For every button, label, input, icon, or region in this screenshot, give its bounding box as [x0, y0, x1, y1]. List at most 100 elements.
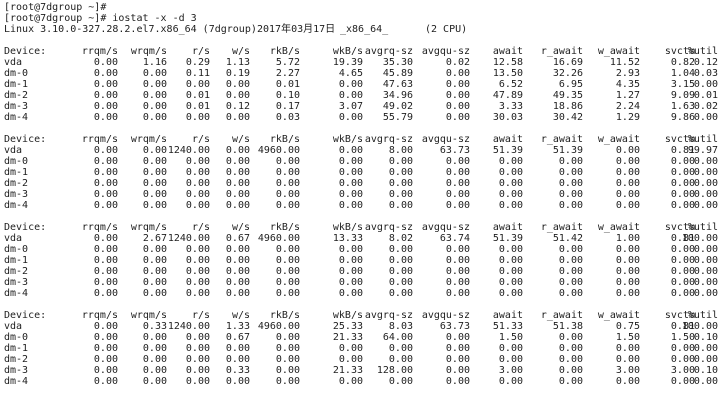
column-header: avgrq-sz: [365, 46, 413, 57]
cell: 0.00: [94, 255, 118, 266]
cell: 9.86: [671, 112, 695, 123]
cell: vda: [4, 321, 22, 332]
cell: 0.00: [339, 244, 363, 255]
cell: 0.00: [186, 79, 210, 90]
cell: 0.00: [143, 90, 167, 101]
sysinfo: (2 CPU): [425, 24, 467, 35]
column-header: svctm: [665, 310, 695, 321]
cell: 0.75: [616, 321, 640, 332]
column-header: w/s: [232, 310, 250, 321]
cell: 0.00: [389, 244, 413, 255]
column-header: %util: [688, 222, 718, 233]
cell: 0.00: [143, 332, 167, 343]
cell: 4960.00: [258, 233, 300, 244]
column-header: rrqm/s: [82, 46, 118, 57]
cell: 0.00: [559, 167, 583, 178]
cell: 0.00: [671, 376, 695, 387]
cell: 0.00: [186, 178, 210, 189]
cell: dm-4: [4, 200, 28, 211]
cell: 2.27: [276, 68, 300, 79]
column-header: wrqm/s: [131, 134, 167, 145]
cell: 0.00: [446, 68, 470, 79]
cell: 1.16: [143, 57, 167, 68]
cell: 0.03: [694, 68, 718, 79]
cell: 0.00: [446, 79, 470, 90]
cell: 3.00: [499, 365, 523, 376]
cell: 0.00: [226, 244, 250, 255]
cell: 0.00: [616, 189, 640, 200]
cell: 4.65: [339, 68, 363, 79]
cell: 0.00: [186, 266, 210, 277]
cell: dm-1: [4, 167, 28, 178]
cell: 0.00: [446, 178, 470, 189]
column-header: w/s: [232, 134, 250, 145]
cell: 0.17: [276, 101, 300, 112]
cell: 0.00: [94, 57, 118, 68]
cell: 1.50: [499, 332, 523, 343]
cell: 0.00: [339, 112, 363, 123]
cell: dm-1: [4, 343, 28, 354]
column-header: svctm: [665, 134, 695, 145]
cell: 1.13: [226, 57, 250, 68]
cell: 0.00: [276, 200, 300, 211]
cell: 0.00: [446, 156, 470, 167]
column-header: %util: [688, 46, 718, 57]
cell: 6.52: [499, 79, 523, 90]
cell: 0.00: [446, 112, 470, 123]
cell: 0.00: [186, 332, 210, 343]
cell: 0.10: [694, 365, 718, 376]
cell: 0.00: [694, 376, 718, 387]
cell: 0.10: [694, 332, 718, 343]
cell: 0.81: [671, 321, 695, 332]
cell: 0.00: [143, 189, 167, 200]
cell: dm-4: [4, 112, 28, 123]
cell: 0.00: [616, 354, 640, 365]
cell: 0.00: [389, 255, 413, 266]
cell: 1.29: [616, 112, 640, 123]
column-header: rkB/s: [270, 46, 300, 57]
sysinfo: 2017年03月17日: [257, 22, 335, 35]
cell: 0.00: [226, 189, 250, 200]
cell: 51.33: [493, 321, 523, 332]
cell: 2.67: [143, 233, 167, 244]
cell: 51.39: [493, 233, 523, 244]
cell: 0.00: [186, 255, 210, 266]
cell: 0.00: [559, 178, 583, 189]
cell: 0.00: [226, 343, 250, 354]
cell: 0.00: [559, 244, 583, 255]
cell: 0.00: [499, 354, 523, 365]
cell: 0.00: [143, 255, 167, 266]
column-header: avgqu-sz: [422, 46, 470, 57]
cell: 0.00: [616, 244, 640, 255]
cell: 0.00: [94, 156, 118, 167]
cell: 0.00: [499, 343, 523, 354]
cell: 0.00: [226, 112, 250, 123]
cell: 0.00: [186, 277, 210, 288]
cell: dm-0: [4, 244, 28, 255]
cell: 47.89: [493, 90, 523, 101]
cell: 0.00: [446, 101, 470, 112]
cell: 0.00: [143, 200, 167, 211]
cell: 63.73: [440, 321, 470, 332]
cell: 21.33: [333, 332, 363, 343]
cell: 45.89: [383, 68, 413, 79]
column-header: Device:: [4, 310, 46, 321]
cell: 0.00: [276, 266, 300, 277]
column-header: wkB/s: [333, 46, 363, 57]
cell: 9.09: [671, 90, 695, 101]
cell: 0.00: [143, 145, 167, 156]
cell: 0.00: [559, 156, 583, 167]
cell: 0.00: [276, 332, 300, 343]
cell: 34.96: [383, 90, 413, 101]
cell: dm-3: [4, 277, 28, 288]
cell: 0.00: [446, 343, 470, 354]
cell: 0.00: [143, 101, 167, 112]
cell: 0.00: [389, 277, 413, 288]
cell: 0.11: [186, 68, 210, 79]
cell: 35.30: [383, 57, 413, 68]
prompt-line: [root@7dgroup ~]#: [4, 2, 106, 13]
cell: 0.00: [446, 365, 470, 376]
cell: 0.00: [143, 178, 167, 189]
cell: 3.15: [671, 79, 695, 90]
